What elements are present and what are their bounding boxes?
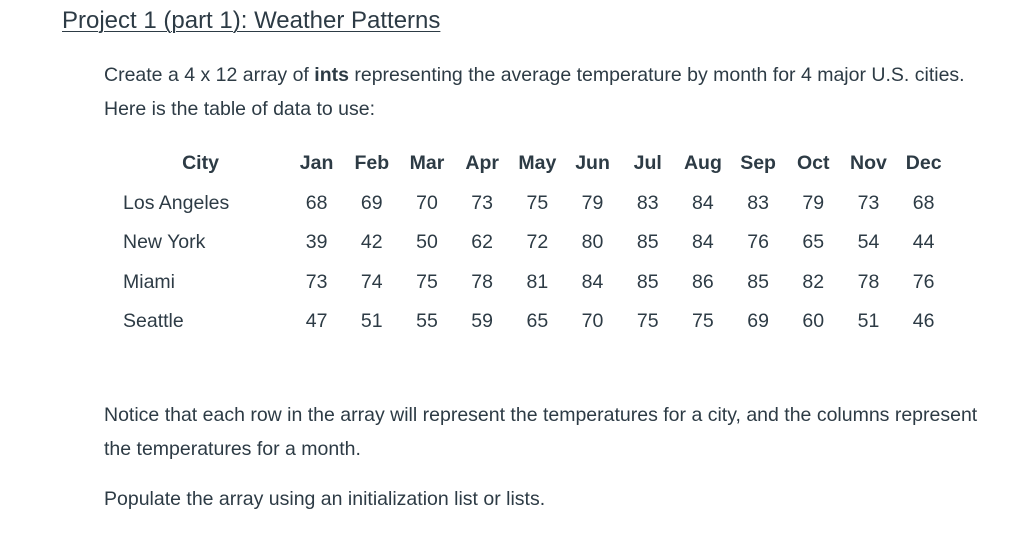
- table-row: Seattle 47 51 55 59 65 70 75 75 69 60 51…: [112, 302, 951, 342]
- column-header-month: Apr: [465, 152, 499, 175]
- column-header-city: City: [182, 152, 219, 175]
- column-header-month: Nov: [850, 152, 887, 175]
- temperature-cell: 59: [471, 310, 493, 333]
- temperature-cell: 44: [912, 231, 935, 254]
- temperature-cell: 51: [360, 310, 383, 333]
- temperature-cell: 65: [526, 310, 549, 333]
- temperature-cell: 39: [305, 231, 328, 254]
- temperature-cell: 65: [802, 231, 825, 254]
- temperature-cell: 74: [360, 270, 383, 293]
- temperature-cell: 80: [581, 231, 604, 254]
- temperature-cell: 73: [471, 191, 493, 214]
- intro-paragraph: Create a 4 x 12 array of ints representi…: [104, 58, 994, 126]
- column-header-month: Oct: [797, 152, 830, 175]
- temperature-cell: 84: [581, 270, 604, 293]
- column-header-month: Aug: [683, 152, 722, 175]
- column-header-month: Jun: [575, 152, 610, 175]
- temperature-cell: 55: [416, 310, 438, 333]
- temperature-cell: 75: [636, 310, 659, 333]
- column-header-month: May: [518, 152, 557, 175]
- temperature-cell: 76: [912, 270, 935, 293]
- column-header-month: Feb: [354, 152, 390, 175]
- table-row: Los Angeles 68 69 70 73 75 79 83 84 83 7…: [112, 184, 951, 224]
- temperature-cell: 51: [857, 310, 880, 333]
- temperature-cell: 73: [305, 270, 328, 293]
- temperature-cell: 50: [416, 231, 438, 254]
- temperature-cell: 70: [416, 191, 438, 214]
- column-header-month: Dec: [905, 152, 942, 175]
- city-name-cell: Miami: [123, 270, 175, 293]
- intro-bold-ints: ints: [314, 64, 349, 86]
- temperature-cell: 75: [416, 270, 438, 293]
- temperature-cell: 79: [581, 191, 604, 214]
- temperature-cell: 73: [857, 191, 880, 214]
- temperature-cell: 78: [857, 270, 880, 293]
- column-header-month: Jan: [299, 152, 334, 175]
- temperature-cell: 68: [305, 191, 328, 214]
- temperature-cell: 76: [747, 231, 769, 254]
- temperature-cell: 69: [747, 310, 769, 333]
- temperature-cell: 54: [857, 231, 880, 254]
- column-header-month: Mar: [409, 152, 445, 175]
- notice-paragraph: Notice that each row in the array will r…: [104, 404, 978, 460]
- city-name-cell: New York: [123, 231, 206, 254]
- city-name-cell: Los Angeles: [123, 191, 230, 214]
- table-row: New York 39 42 50 62 72 80 85 84 76 65 5…: [112, 223, 951, 263]
- temperature-cell: 85: [636, 231, 659, 254]
- temperature-cell: 83: [747, 191, 769, 214]
- column-header-month: Sep: [740, 152, 776, 175]
- city-name-cell: Seattle: [123, 310, 184, 333]
- temperature-cell: 47: [305, 310, 328, 333]
- temperature-cell: 86: [692, 270, 714, 293]
- intro-text-start: Create a 4 x 12 array of: [104, 64, 315, 86]
- temperature-cell: 84: [692, 191, 714, 214]
- temperature-cell: 75: [692, 310, 714, 333]
- temperature-cell: 84: [692, 231, 714, 254]
- temperature-cell: 69: [360, 191, 383, 214]
- temperature-cell: 72: [526, 231, 549, 254]
- intro-text-end: representing the average temperature by …: [104, 64, 965, 120]
- temperature-cell: 46: [912, 310, 935, 333]
- temperature-cell: 85: [636, 270, 659, 293]
- temperature-cell: 62: [471, 231, 493, 254]
- page-title: Project 1 (part 1): Weather Patterns: [62, 7, 441, 34]
- temperature-cell: 81: [526, 270, 549, 293]
- temperature-cell: 60: [802, 310, 825, 333]
- column-header-month: Jul: [633, 152, 662, 175]
- temperature-cell: 79: [802, 191, 825, 214]
- temperature-table: City Jan Feb Mar Apr May Jun Jul Aug Sep…: [112, 144, 951, 342]
- temperature-cell: 75: [526, 191, 549, 214]
- temperature-cell: 78: [471, 270, 493, 293]
- populate-paragraph: Populate the array using an initializati…: [104, 488, 546, 510]
- table-row: Miami 73 74 75 78 81 84 85 86 85 82 78 7…: [112, 263, 951, 303]
- temperature-cell: 85: [747, 270, 769, 293]
- temperature-cell: 82: [802, 270, 825, 293]
- temperature-cell: 83: [636, 191, 659, 214]
- table-header-row: City Jan Feb Mar Apr May Jun Jul Aug Sep…: [112, 144, 951, 184]
- temperature-cell: 42: [360, 231, 383, 254]
- temperature-cell: 70: [581, 310, 604, 333]
- temperature-cell: 68: [912, 191, 935, 214]
